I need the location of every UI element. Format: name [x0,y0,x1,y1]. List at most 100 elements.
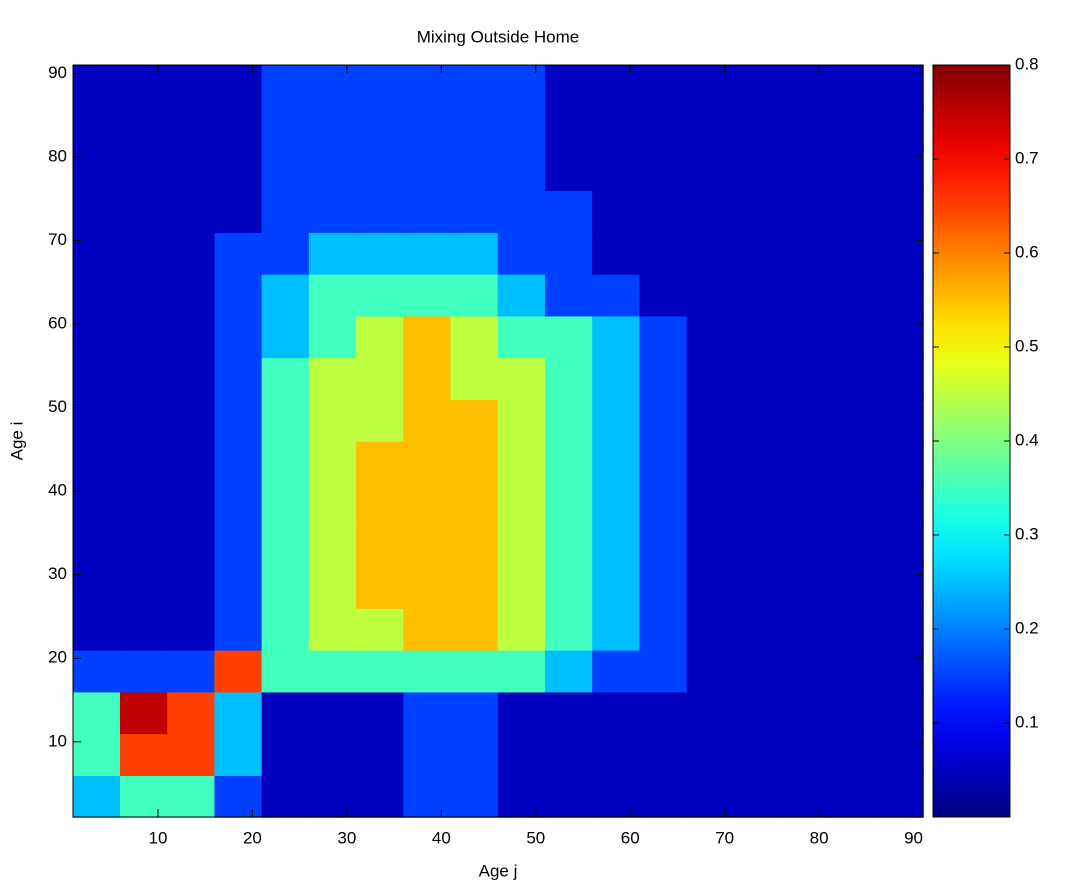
colorbar-tick-label: 0.3 [1015,524,1039,543]
contour-cell [639,440,688,484]
contour-cell [781,231,830,275]
contour-cell [261,649,310,693]
contour-cell [167,566,216,609]
contour-cell [828,691,877,735]
contour-cell [308,64,358,108]
y-tick-label: 60 [48,314,67,333]
contour-cell [167,357,216,400]
contour-cell [592,733,641,776]
contour-cell [356,691,405,735]
contour-cell [828,607,877,651]
y-tick-label: 50 [48,397,67,416]
contour-cell [450,357,499,400]
contour-cell [828,64,877,108]
contour-cell [497,315,546,359]
contour-cell [875,774,924,818]
contour-cell [639,524,688,568]
contour-cell [356,190,405,233]
contour-cell [781,524,830,568]
contour-cell [261,774,310,818]
contour-cell [828,774,877,818]
contour-cell [781,774,830,818]
contour-cell [686,357,735,400]
contour-cell [592,649,641,693]
x-tick-label: 80 [810,828,829,847]
contour-cell [733,64,783,108]
contour-cell [356,398,405,442]
colorbar-tick-label: 0.7 [1015,148,1039,167]
contour-cell [639,691,688,735]
contour-cell [214,106,263,150]
contour-cell [686,231,735,275]
contour-cell [403,607,452,651]
contour-cell [403,440,452,484]
contour-cell [72,524,121,568]
contour-cell [167,64,216,108]
contour-cell [544,566,594,609]
contour-cell [261,440,310,484]
contour-cell [308,524,358,568]
contour-cell [592,482,641,526]
contour-cell [403,148,452,192]
contour-cell [167,733,216,776]
contour-cell [686,440,735,484]
contour-cell [450,607,499,651]
contour-cell [403,273,452,317]
x-tick-label: 90 [904,828,923,847]
contour-cell [72,64,121,108]
contour-cell [356,607,405,651]
contour-cell [119,774,169,818]
contour-cell [592,231,641,275]
contour-cell [497,64,546,108]
contour-cell [592,398,641,442]
contour-cell [450,190,499,233]
contour-cell [119,482,169,526]
contour-cell [781,190,830,233]
contour-cell [639,607,688,651]
contour-cell [686,524,735,568]
contour-cell [686,649,735,693]
contour-cell [875,357,924,400]
contour-cell [544,190,594,233]
contour-cell [875,64,924,108]
contour-cell [733,649,783,693]
contour-cell [214,398,263,442]
contour-cell [733,357,783,400]
contour-cell [261,524,310,568]
contour-cell [72,774,121,818]
contour-cell [544,357,594,400]
contour-cell [214,774,263,818]
contour-cell [875,566,924,609]
contour-cell [592,106,641,150]
contour-cell [167,774,216,818]
contour-cell [72,357,121,400]
contour-cell [308,315,358,359]
contour-cell [356,566,405,609]
y-tick-label: 40 [48,481,67,500]
contour-cell [497,774,546,818]
contour-cell [592,524,641,568]
contour-cell [356,231,405,275]
contour-cell [261,733,310,776]
contour-cell [72,733,121,776]
contour-cell [875,524,924,568]
contour-cell [544,231,594,275]
contour-cell [214,482,263,526]
contour-cell [308,440,358,484]
contour-cell [875,190,924,233]
contour-cell [686,106,735,150]
x-tick-label: 70 [715,828,734,847]
contour-cell [828,273,877,317]
contour-cell [308,566,358,609]
contour-cell [450,148,499,192]
contour-cell [544,482,594,526]
contour-cell [214,64,263,108]
contour-cell [119,440,169,484]
contour-cell [592,607,641,651]
contour-cell [592,691,641,735]
contour-cell [214,315,263,359]
contour-cell [733,440,783,484]
contour-cell [497,440,546,484]
contour-cell [686,733,735,776]
contour-cell [544,733,594,776]
